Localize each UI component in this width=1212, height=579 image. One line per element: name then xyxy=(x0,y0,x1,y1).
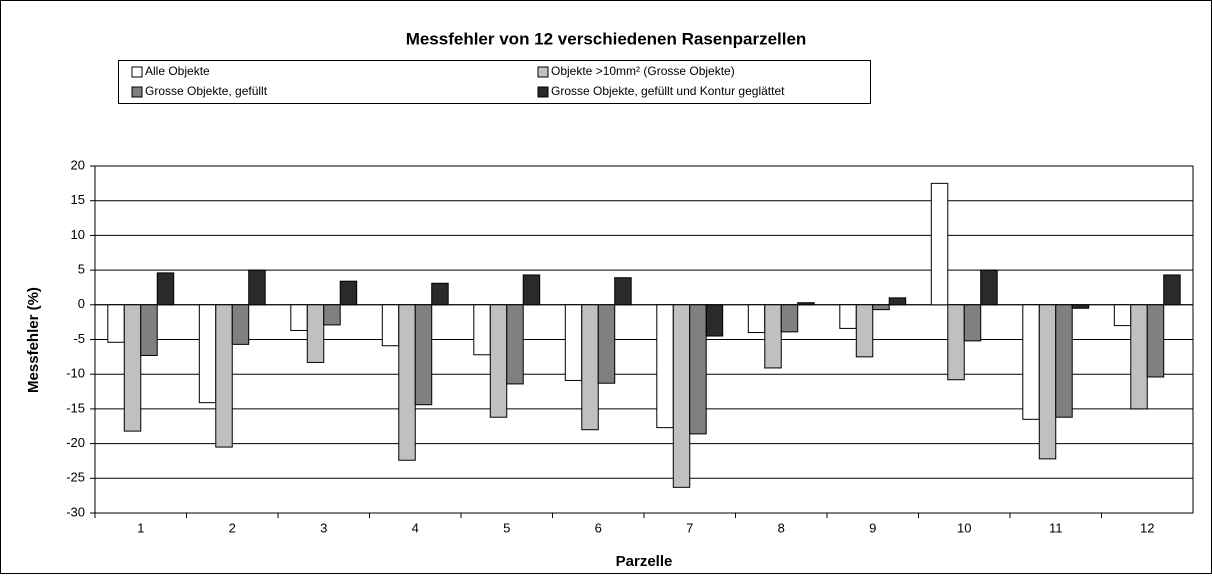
y-tick-label: 15 xyxy=(71,192,85,207)
bar xyxy=(323,304,341,326)
legend-swatch xyxy=(537,66,549,78)
y-tick-label: -30 xyxy=(66,504,85,519)
bar xyxy=(231,304,250,345)
x-tick-label: 3 xyxy=(320,520,327,535)
bar xyxy=(1113,304,1132,327)
x-tick-label: 6 xyxy=(595,520,602,535)
bar xyxy=(381,304,400,347)
bar xyxy=(123,304,142,432)
bar xyxy=(705,304,724,337)
x-tick-label: 2 xyxy=(229,520,236,535)
bar xyxy=(248,269,266,306)
y-tick-label: 10 xyxy=(71,227,85,242)
bar xyxy=(215,304,233,448)
y-axis-label: Messfehler (%) xyxy=(25,287,42,393)
legend-label: Alle Objekte xyxy=(145,64,210,78)
y-tick-label: 5 xyxy=(78,262,85,277)
bar xyxy=(656,304,674,429)
bar xyxy=(398,304,416,461)
x-axis-label: Parzelle xyxy=(616,553,673,570)
legend-label: Objekte >10mm² (Grosse Objekte) xyxy=(551,64,735,78)
bar xyxy=(839,304,857,329)
bar xyxy=(290,304,308,331)
bar xyxy=(1055,304,1073,418)
bar xyxy=(764,304,782,369)
bar xyxy=(198,304,217,404)
bar xyxy=(414,304,433,406)
bar xyxy=(1130,304,1148,410)
x-tick-label: 1 xyxy=(137,520,144,535)
bar xyxy=(797,302,815,306)
bar xyxy=(140,304,158,356)
bar xyxy=(947,304,965,381)
y-tick-label: -25 xyxy=(66,470,85,485)
legend xyxy=(118,60,871,104)
x-tick-label: 5 xyxy=(503,520,510,535)
bar xyxy=(107,304,125,343)
x-tick-label: 12 xyxy=(1140,520,1154,535)
bar xyxy=(1038,304,1057,460)
y-tick-label: 0 xyxy=(78,296,85,311)
bar xyxy=(522,274,541,306)
bar xyxy=(980,269,998,306)
bar xyxy=(855,304,874,358)
legend-swatch xyxy=(131,66,143,78)
bar xyxy=(1071,304,1090,309)
bar xyxy=(888,297,907,306)
y-tick-label: 20 xyxy=(71,157,85,172)
legend-label: Grosse Objekte, gefüllt und Kontur geglä… xyxy=(551,84,785,98)
y-tick-label: -15 xyxy=(66,400,85,415)
bar xyxy=(614,277,632,306)
x-tick-label: 10 xyxy=(957,520,971,535)
bar xyxy=(473,304,491,356)
bar xyxy=(1163,274,1181,306)
bar xyxy=(747,304,766,334)
legend-swatch xyxy=(537,86,549,98)
bar xyxy=(597,304,616,384)
y-tick-label: -10 xyxy=(66,366,85,381)
bar xyxy=(689,304,707,435)
bar xyxy=(156,272,175,306)
bar xyxy=(1146,304,1165,378)
bar xyxy=(1022,304,1040,420)
bar xyxy=(581,304,599,431)
legend-label: Grosse Objekte, gefüllt xyxy=(145,84,268,98)
bar xyxy=(872,304,890,311)
x-tick-label: 4 xyxy=(412,520,419,535)
x-tick-label: 9 xyxy=(869,520,876,535)
chart-title: Messfehler von 12 verschiedenen Rasenpar… xyxy=(406,29,807,48)
bar xyxy=(489,304,508,418)
y-tick-label: -20 xyxy=(66,435,85,450)
bar xyxy=(930,182,949,306)
x-tick-label: 7 xyxy=(686,520,693,535)
x-tick-label: 8 xyxy=(778,520,785,535)
legend-swatch xyxy=(131,86,143,98)
bar xyxy=(339,280,358,306)
bar xyxy=(306,304,325,363)
x-tick-label: 11 xyxy=(1049,520,1063,535)
bar xyxy=(963,304,982,342)
y-tick-label: -5 xyxy=(73,331,85,346)
bar xyxy=(564,304,583,381)
bar xyxy=(780,304,799,333)
bar xyxy=(672,304,691,488)
bar xyxy=(431,282,449,306)
bar xyxy=(506,304,524,385)
